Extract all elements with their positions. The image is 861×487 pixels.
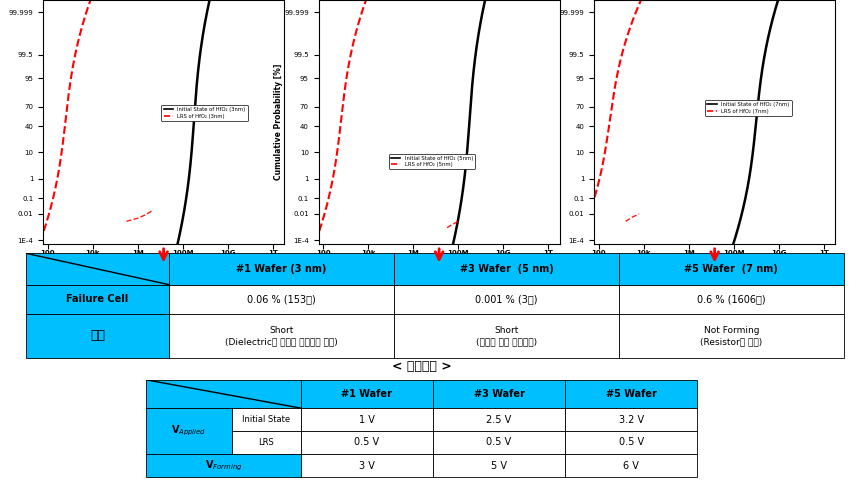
Y-axis label: Cumulative Probability [%]: Cumulative Probability [%]	[274, 64, 282, 180]
FancyBboxPatch shape	[146, 380, 300, 408]
Text: V$_{Applied}$: V$_{Applied}$	[171, 424, 207, 438]
FancyBboxPatch shape	[146, 408, 232, 454]
FancyBboxPatch shape	[26, 314, 169, 358]
FancyBboxPatch shape	[433, 431, 565, 454]
X-axis label: Resistance [Ω]: Resistance [Ω]	[132, 262, 195, 270]
FancyBboxPatch shape	[232, 408, 300, 431]
Text: 5 V: 5 V	[491, 461, 507, 470]
FancyBboxPatch shape	[26, 253, 169, 284]
FancyBboxPatch shape	[565, 431, 697, 454]
FancyBboxPatch shape	[169, 284, 393, 314]
Legend: Initial State of HfO₂ (3nm), LRS of HfO₂ (3nm): Initial State of HfO₂ (3nm), LRS of HfO₂…	[161, 105, 248, 121]
Text: < 측정조건 >: < 측정조건 >	[392, 359, 452, 373]
FancyBboxPatch shape	[565, 380, 697, 408]
Legend: Initial State of HfO₂ (7nm), LRS of HfO₂ (7nm): Initial State of HfO₂ (7nm), LRS of HfO₂…	[705, 100, 791, 116]
FancyBboxPatch shape	[619, 253, 844, 284]
Text: #1 Wafer: #1 Wafer	[341, 389, 393, 399]
FancyBboxPatch shape	[393, 314, 619, 358]
FancyBboxPatch shape	[300, 454, 433, 477]
Text: 2.5 V: 2.5 V	[486, 414, 511, 425]
Text: 0.06 % (153개): 0.06 % (153개)	[247, 294, 316, 304]
FancyBboxPatch shape	[619, 284, 844, 314]
Text: 비고: 비고	[90, 330, 105, 342]
FancyBboxPatch shape	[300, 408, 433, 431]
Text: Failure Cell: Failure Cell	[66, 294, 128, 304]
FancyBboxPatch shape	[393, 284, 619, 314]
Text: 3 V: 3 V	[359, 461, 375, 470]
Text: 6 V: 6 V	[623, 461, 639, 470]
Text: 0.5 V: 0.5 V	[619, 437, 644, 448]
Text: 0.001 % (3개): 0.001 % (3개)	[475, 294, 537, 304]
FancyBboxPatch shape	[565, 408, 697, 431]
Text: 0.5 V: 0.5 V	[354, 437, 380, 448]
Text: Short
(Dielectric의 역할을 수행하지 못함): Short (Dielectric의 역할을 수행하지 못함)	[225, 326, 338, 346]
Text: #5 Wafer: #5 Wafer	[606, 389, 657, 399]
Text: Not Forming
(Resistor로 동작): Not Forming (Resistor로 동작)	[700, 326, 763, 346]
FancyBboxPatch shape	[433, 454, 565, 477]
Text: #3 Wafer  (5 nm): #3 Wafer (5 nm)	[460, 264, 554, 274]
FancyBboxPatch shape	[433, 408, 565, 431]
FancyBboxPatch shape	[300, 380, 433, 408]
Text: #5 Wafer  (7 nm): #5 Wafer (7 nm)	[684, 264, 778, 274]
FancyBboxPatch shape	[26, 284, 169, 314]
Text: 3.2 V: 3.2 V	[619, 414, 644, 425]
Legend: Initial State of HfO₂ (5nm), LRS of HfO₂ (5nm): Initial State of HfO₂ (5nm), LRS of HfO₂…	[388, 153, 475, 169]
FancyBboxPatch shape	[433, 380, 565, 408]
Text: 1 V: 1 V	[359, 414, 375, 425]
FancyBboxPatch shape	[565, 454, 697, 477]
FancyBboxPatch shape	[169, 314, 393, 358]
Text: Initial State: Initial State	[242, 415, 290, 424]
Text: Short
(공정이 가장 안정적임): Short (공정이 가장 안정적임)	[476, 326, 537, 346]
Text: #3 Wafer: #3 Wafer	[474, 389, 524, 399]
X-axis label: Resistance [Ω]: Resistance [Ω]	[407, 262, 471, 270]
Text: 0.6 % (1606개): 0.6 % (1606개)	[697, 294, 765, 304]
FancyBboxPatch shape	[146, 454, 300, 477]
Text: 0.5 V: 0.5 V	[486, 437, 511, 448]
X-axis label: Resistance [Ω]: Resistance [Ω]	[683, 262, 746, 270]
Text: LRS: LRS	[258, 438, 274, 447]
FancyBboxPatch shape	[232, 431, 300, 454]
FancyBboxPatch shape	[169, 253, 393, 284]
FancyBboxPatch shape	[393, 253, 619, 284]
Text: V$_{Forming}$: V$_{Forming}$	[205, 458, 242, 473]
FancyBboxPatch shape	[619, 314, 844, 358]
FancyBboxPatch shape	[300, 431, 433, 454]
Text: #1 Wafer (3 nm): #1 Wafer (3 nm)	[236, 264, 326, 274]
